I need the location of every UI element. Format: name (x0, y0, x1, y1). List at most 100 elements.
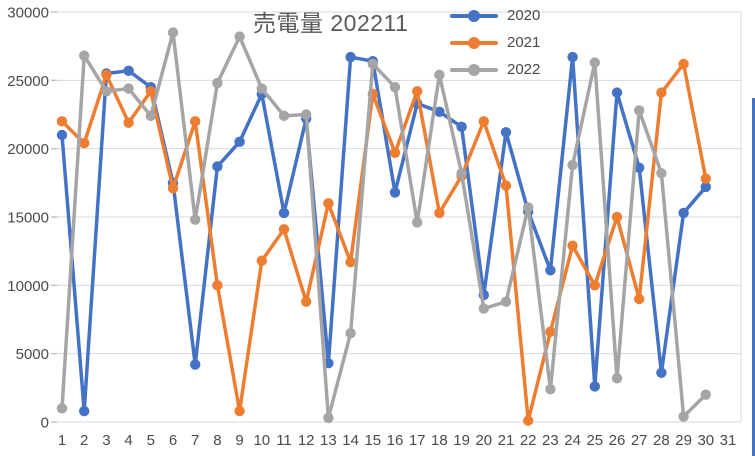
data-point-2021[interactable] (167, 183, 179, 194)
data-point-2021[interactable] (634, 293, 645, 305)
data-point-2020[interactable] (634, 162, 645, 173)
x-axis-label: 19 (453, 432, 470, 449)
data-point-2020[interactable] (278, 207, 290, 219)
data-point-2022[interactable] (123, 83, 134, 94)
data-point-2022[interactable] (434, 69, 445, 81)
data-point-2020[interactable] (456, 121, 467, 132)
data-point-2021[interactable] (301, 296, 312, 307)
x-axis-label: 6 (169, 432, 177, 449)
data-point-2022[interactable] (79, 50, 90, 61)
data-point-2022[interactable] (567, 159, 578, 171)
x-axis-label: 26 (609, 432, 626, 449)
series-line-2021[interactable] (60, 62, 708, 423)
legend-item-2022[interactable]: 2022 (450, 56, 540, 83)
data-point-2022[interactable] (145, 110, 156, 122)
data-point-2021[interactable] (545, 326, 556, 337)
data-point-2022[interactable] (500, 296, 512, 307)
data-point-2022[interactable] (611, 373, 623, 384)
data-point-2022[interactable] (212, 77, 223, 89)
data-point-2022[interactable] (412, 217, 423, 228)
y-axis-label: 15000 (7, 210, 49, 227)
chart-title: 売電量 202211 (253, 10, 409, 36)
x-axis-label: 8 (213, 432, 221, 449)
legend-item-2020[interactable]: 2020 (450, 2, 540, 29)
data-point-2022[interactable] (101, 86, 112, 97)
data-point-2022[interactable] (234, 31, 245, 42)
data-point-2021[interactable] (589, 280, 600, 291)
data-point-2021[interactable] (79, 138, 90, 149)
legend-item-2021[interactable]: 2021 (450, 29, 540, 56)
data-point-2021[interactable] (123, 117, 134, 128)
data-point-2020[interactable] (567, 51, 578, 63)
data-point-2021[interactable] (478, 116, 489, 127)
x-axis-label: 17 (409, 432, 426, 449)
data-point-2022[interactable] (545, 384, 556, 395)
data-point-2020[interactable] (678, 207, 689, 219)
data-point-2020[interactable] (345, 51, 356, 63)
data-point-2022[interactable] (256, 83, 267, 94)
data-point-2020[interactable] (79, 405, 90, 417)
data-point-2020[interactable] (434, 106, 445, 117)
x-axis-label: 1 (58, 432, 66, 449)
legend-label: 2022 (507, 61, 541, 78)
data-point-2021[interactable] (190, 116, 201, 127)
data-point-2021[interactable] (323, 198, 334, 209)
data-point-2020[interactable] (56, 129, 68, 141)
data-point-2021[interactable] (101, 69, 112, 81)
data-point-2021[interactable] (145, 86, 156, 97)
data-point-2021[interactable] (278, 224, 290, 235)
data-point-2020[interactable] (389, 187, 401, 198)
series-line-2022[interactable] (60, 30, 708, 420)
data-point-2021[interactable] (700, 173, 711, 184)
data-point-2022[interactable] (56, 403, 68, 414)
data-point-2021[interactable] (412, 86, 423, 97)
data-point-2021[interactable] (434, 207, 445, 219)
data-point-2020[interactable] (656, 367, 667, 378)
data-point-2020[interactable] (700, 181, 711, 193)
data-point-2021[interactable] (523, 415, 534, 426)
series-line-2020[interactable] (60, 55, 708, 413)
data-point-2021[interactable] (678, 58, 689, 70)
x-axis-label: 10 (253, 432, 270, 449)
data-point-2020[interactable] (234, 136, 245, 148)
data-point-2020[interactable] (500, 127, 512, 138)
data-point-2022[interactable] (678, 411, 689, 422)
data-point-2021[interactable] (56, 116, 68, 127)
data-point-2021[interactable] (389, 147, 401, 158)
y-axis-label: 5000 (16, 346, 49, 363)
data-point-2022[interactable] (367, 58, 378, 70)
data-point-2022[interactable] (589, 57, 600, 68)
data-point-2022[interactable] (323, 412, 334, 424)
data-point-2021[interactable] (500, 180, 512, 191)
legend-marker-icon (450, 63, 498, 76)
y-axis-label: 20000 (7, 141, 49, 158)
data-point-2020[interactable] (611, 87, 623, 98)
data-point-2022[interactable] (190, 214, 201, 225)
data-point-2021[interactable] (212, 280, 223, 291)
x-axis-label: 31 (720, 432, 737, 449)
data-point-2022[interactable] (278, 110, 290, 122)
data-point-2020[interactable] (545, 265, 556, 276)
data-point-2021[interactable] (611, 211, 623, 223)
data-point-2021[interactable] (567, 240, 578, 251)
data-point-2022[interactable] (456, 168, 467, 179)
data-point-2022[interactable] (389, 81, 401, 93)
data-point-2022[interactable] (523, 202, 534, 213)
data-point-2020[interactable] (123, 65, 134, 76)
data-point-2021[interactable] (256, 255, 267, 266)
data-point-2021[interactable] (656, 87, 667, 98)
data-point-2022[interactable] (301, 109, 312, 120)
data-point-2022[interactable] (167, 27, 179, 38)
data-point-2022[interactable] (634, 105, 645, 116)
legend: 2020 2021 2022 (450, 2, 540, 83)
data-point-2022[interactable] (700, 389, 711, 400)
data-point-2021[interactable] (234, 405, 245, 417)
x-axis-label: 24 (564, 432, 581, 449)
data-point-2020[interactable] (589, 381, 600, 392)
data-point-2021[interactable] (345, 256, 356, 268)
data-point-2020[interactable] (212, 161, 223, 172)
data-point-2020[interactable] (190, 359, 201, 370)
data-point-2022[interactable] (345, 327, 356, 339)
data-point-2022[interactable] (656, 168, 667, 179)
data-point-2022[interactable] (478, 303, 489, 314)
